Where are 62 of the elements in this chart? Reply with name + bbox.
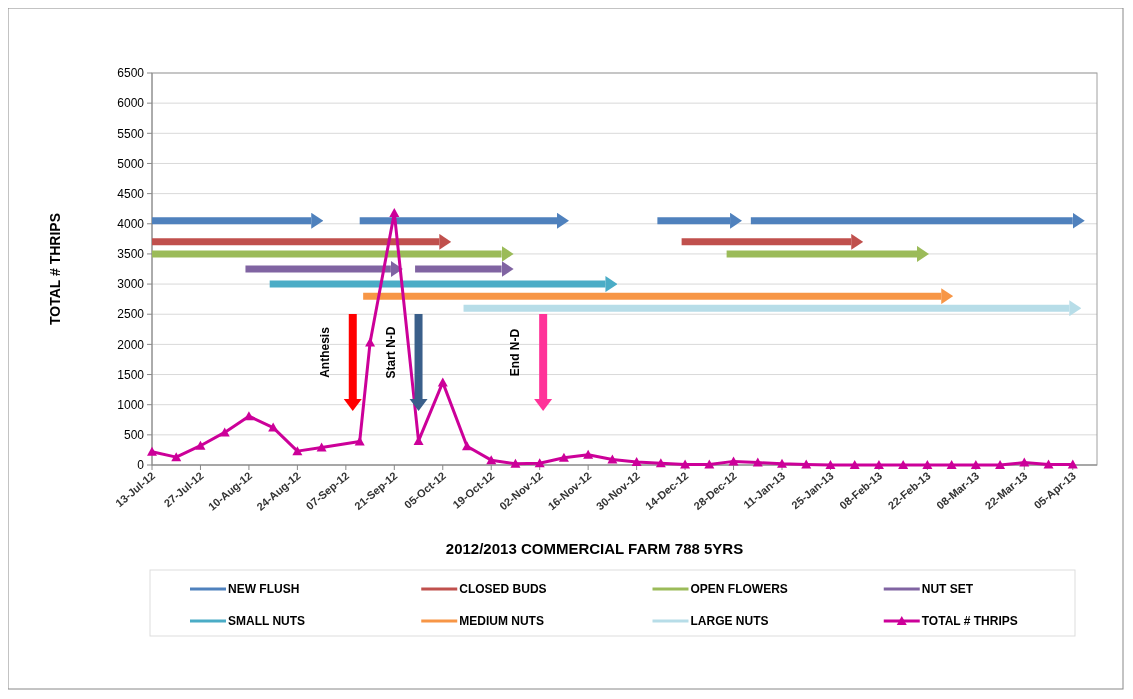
ref-line-label: Anthesis: [317, 326, 332, 378]
point: [292, 446, 303, 456]
point: [365, 337, 376, 347]
y-tick-label: 4000: [117, 216, 145, 231]
point: [316, 442, 327, 452]
legend-label: OPEN FLOWERS: [690, 582, 788, 597]
y-tick-label: 5500: [117, 126, 145, 141]
y-tick-label: 6500: [117, 66, 145, 81]
point: [534, 458, 545, 468]
point: [437, 377, 448, 387]
point: [1043, 459, 1054, 469]
point: [752, 457, 763, 467]
point: [1067, 459, 1078, 469]
y-tick-label: 4500: [117, 186, 145, 201]
point: [922, 460, 933, 469]
point: [777, 458, 787, 468]
point: [171, 452, 182, 462]
y-tick-label: 500: [123, 428, 145, 443]
y-tick-label: 1000: [117, 397, 145, 412]
y-tick-label: 5000: [117, 156, 145, 171]
point: [268, 422, 279, 432]
point: [704, 459, 715, 469]
legend-label: TOTAL # THRIPS: [921, 614, 1018, 629]
y-tick-label: 2000: [117, 337, 145, 352]
point: [825, 460, 836, 469]
point: [558, 452, 569, 462]
point: [631, 456, 642, 466]
point: [946, 460, 957, 469]
point: [995, 460, 1006, 469]
point: [510, 458, 521, 468]
legend-label: LARGE NUTS: [690, 614, 769, 629]
ref-line-label: Start N-D: [383, 326, 398, 379]
point: [728, 456, 739, 466]
point: [849, 460, 860, 469]
y-axis-title: TOTAL # THRIPS: [47, 212, 63, 326]
legend-label: NUT SET: [921, 582, 974, 597]
point: [873, 460, 884, 469]
point: [801, 459, 812, 469]
point: [1019, 457, 1030, 467]
legend-label: NEW FLUSH: [228, 582, 300, 597]
y-tick-label: 2500: [117, 307, 145, 322]
point: [389, 207, 400, 217]
point: [147, 446, 157, 456]
y-tick-label: 6000: [117, 96, 145, 111]
text: 2012/2013 COMMERCIAL FARM 788 5YRS: [445, 540, 744, 557]
point: [680, 459, 691, 469]
y-tick-label: 0: [137, 458, 145, 473]
point: [486, 455, 497, 465]
point: [655, 458, 666, 468]
y-tick-label: 1500: [117, 367, 145, 382]
y-tick-label: 3000: [117, 277, 145, 292]
point: [607, 454, 618, 464]
ref-line-label: End N-D: [508, 328, 523, 377]
point: [970, 460, 981, 469]
point: [462, 441, 472, 451]
legend-label: MEDIUM NUTS: [459, 614, 544, 629]
legend-label: CLOSED BUDS: [459, 582, 547, 597]
point: [195, 440, 206, 450]
y-tick-label: 3500: [117, 247, 145, 262]
point: [583, 449, 594, 459]
legend-label: SMALL NUTS: [228, 614, 306, 629]
point: [898, 460, 909, 469]
